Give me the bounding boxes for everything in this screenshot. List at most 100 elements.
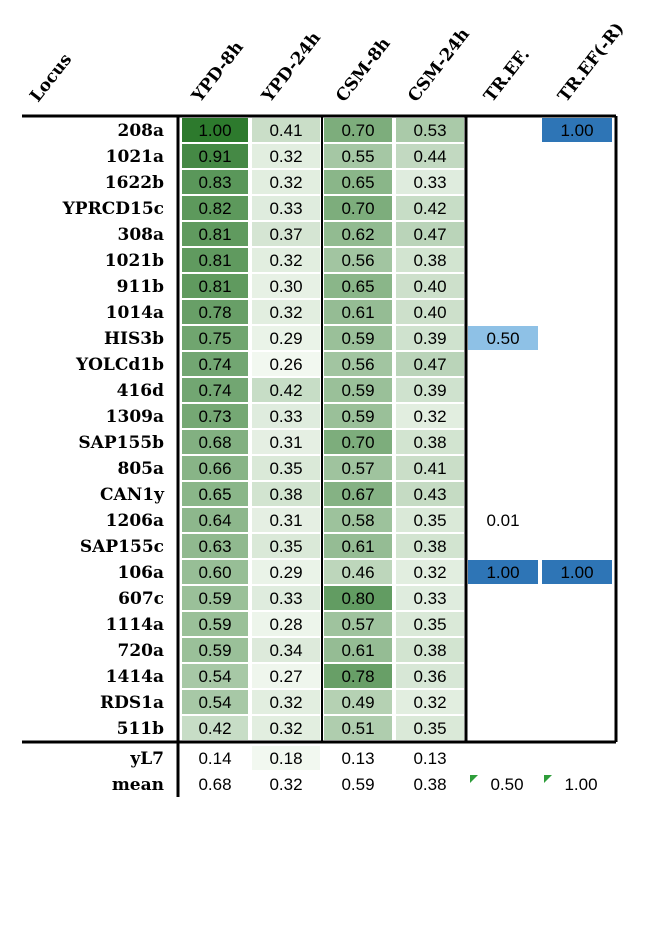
cell-value: 0.61 [341,303,374,322]
cell-value: 0.38 [413,537,446,556]
locus-label: 911b [117,277,164,297]
cell-value: 0.33 [269,589,302,608]
summary-row-label: yL7 [129,749,164,769]
cell-value: 0.18 [269,749,302,768]
cell-value: 0.58 [341,511,374,530]
locus-label: SAP155c [80,537,164,557]
heatmap-cell [324,326,392,350]
cell-value: 0.27 [269,667,302,686]
heatmap-cell [252,746,320,770]
heatmap-cell [396,638,464,662]
cell-value: 0.60 [198,563,231,582]
cell-value: 0.30 [269,277,302,296]
cell-value: 0.63 [198,537,231,556]
heatmap-cell [252,144,320,168]
tref-cell [468,560,538,584]
heatmap-cell [182,222,248,246]
column-header: YPD-8h [188,38,248,107]
heatmap-cell [324,144,392,168]
locus-label: 720a [117,641,164,661]
heatmap-cell [324,638,392,662]
cell-value: 0.65 [341,277,374,296]
heatmap-cell [324,482,392,506]
heatmap-cell [252,170,320,194]
locus-label: YPRCD15c [62,199,164,219]
cell-value: 0.47 [413,355,446,374]
heatmap-cell [252,300,320,324]
cell-value: 0.40 [413,277,446,296]
column-header: Locus [26,50,76,106]
cell-value: 0.68 [198,775,231,794]
cell-value: 0.81 [198,251,231,270]
heatmap-cell [396,430,464,454]
heatmap-cell [252,612,320,636]
cell-value: 0.35 [413,615,446,634]
cell-value: 0.44 [413,147,446,166]
locus-label: YOLCd1b [75,355,164,375]
cell-value: 0.32 [269,693,302,712]
cell-value: 1.00 [198,121,231,140]
heatmap-cell [396,326,464,350]
heatmap-cell [182,534,248,558]
heatmap-cell [182,274,248,298]
heatmap-cell [252,586,320,610]
heatmap-cell [252,378,320,402]
cell-value: 0.59 [341,407,374,426]
locus-label: HIS3b [104,329,164,349]
heatmap-cell [182,300,248,324]
locus-label: CAN1y [100,485,165,505]
locus-label: 1014a [106,303,164,323]
heatmap-cell [396,378,464,402]
cell-value: 0.29 [269,563,302,582]
tref-cell [542,560,612,584]
tref-cell [542,118,612,142]
heatmap-cell [396,456,464,480]
cell-value: 0.31 [269,433,302,452]
heatmap-cell [324,196,392,220]
heatmap-cell [182,170,248,194]
locus-label: 805a [117,459,164,479]
heatmap-cell [396,274,464,298]
tref-value: 1.00 [560,121,593,140]
heatmap-cell [252,690,320,714]
locus-label: 1622b [105,173,164,193]
heatmap-cell [182,404,248,428]
cell-value: 0.31 [269,511,302,530]
cell-value: 0.33 [269,407,302,426]
heatmap-cell [396,716,464,740]
heatmap-cell [396,508,464,532]
heatmap-cell [396,144,464,168]
heatmap-cell [182,456,248,480]
cell-value: 0.32 [413,693,446,712]
heatmap-cell [324,404,392,428]
heatmap-cell [396,534,464,558]
heatmap-cell [396,612,464,636]
cell-value: 0.68 [198,433,231,452]
locus-labels: 208a 1021a 1622b YPRCD15c 308a 1021b 911b 1014a… [62,121,165,795]
heatmap-cell [324,664,392,688]
heatmap-cell [396,118,464,142]
cell-value: 0.38 [413,775,446,794]
heatmap-cell [324,690,392,714]
locus-label: 208a [117,121,164,141]
heatmap-cell [182,248,248,272]
heatmap-cell [396,222,464,246]
tref-cell [468,326,538,350]
heatmap-cell [324,222,392,246]
cell-value: 0.42 [413,199,446,218]
cell-value: 0.26 [269,355,302,374]
cell-value: 0.35 [269,459,302,478]
locus-label: 416d [117,381,164,401]
cell-value: 0.41 [413,459,446,478]
heatmap-cell [324,430,392,454]
heatmap-cell [396,404,464,428]
heatmap-cell [324,170,392,194]
cell-value: 0.83 [198,173,231,192]
locus-label: 1414a [106,667,164,687]
tref-value: 1.00 [486,563,519,582]
heatmap-cell [324,586,392,610]
cell-value: 0.47 [413,225,446,244]
cell-value: 0.57 [341,615,374,634]
cell-value: 0.39 [413,329,446,348]
